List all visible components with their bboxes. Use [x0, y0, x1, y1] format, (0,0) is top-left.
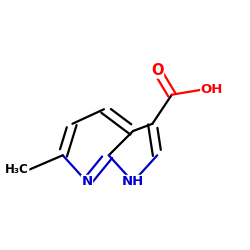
Text: OH: OH: [201, 83, 223, 96]
Text: H₃C: H₃C: [5, 163, 29, 176]
Text: OH: OH: [201, 83, 223, 96]
Text: H₃C: H₃C: [5, 163, 29, 176]
Text: O: O: [151, 63, 164, 78]
Text: NH: NH: [122, 176, 144, 188]
Text: N: N: [82, 176, 92, 188]
Text: O: O: [151, 63, 164, 78]
Text: NH: NH: [122, 176, 144, 188]
Text: N: N: [82, 176, 92, 188]
